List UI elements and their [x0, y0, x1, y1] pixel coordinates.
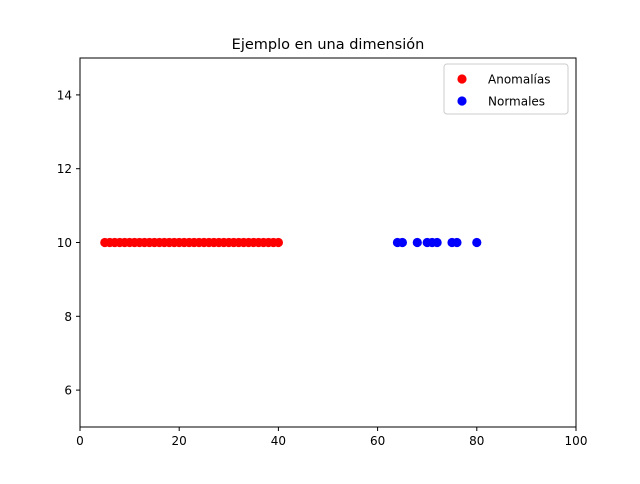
x-tick-label: 0 [76, 434, 84, 448]
legend: Anomalías Normales [443, 63, 569, 115]
axes: 0 20 40 60 80 100 6 8 10 12 14 [57, 57, 588, 448]
y-tick-label: 10 [57, 236, 72, 250]
data-point-series-1 [472, 237, 482, 248]
legend-label: Anomalías [488, 73, 550, 87]
data-point-series-1 [397, 237, 407, 248]
legend-marker [457, 96, 467, 106]
y-tick-label: 12 [57, 162, 72, 176]
x-tick-label: 80 [469, 434, 484, 448]
y-tick-label: 8 [64, 310, 72, 324]
data-point-series-0 [273, 237, 283, 248]
x-tick-label: 20 [172, 434, 187, 448]
x-tick-label: 100 [565, 434, 588, 448]
x-tick-label: 60 [370, 434, 385, 448]
y-tick-label: 14 [57, 88, 72, 102]
legend-box [443, 63, 569, 115]
x-tick-label: 40 [271, 434, 286, 448]
y-tick-label: 6 [64, 384, 72, 398]
chart-title: Ejemplo en una dimensión [232, 37, 425, 53]
legend-label: Normales [488, 95, 545, 109]
data-point-series-1 [452, 237, 462, 248]
data-point-series-1 [432, 237, 442, 248]
legend-marker [457, 74, 467, 84]
data-point-series-1 [412, 237, 422, 248]
plot-area [100, 237, 482, 248]
